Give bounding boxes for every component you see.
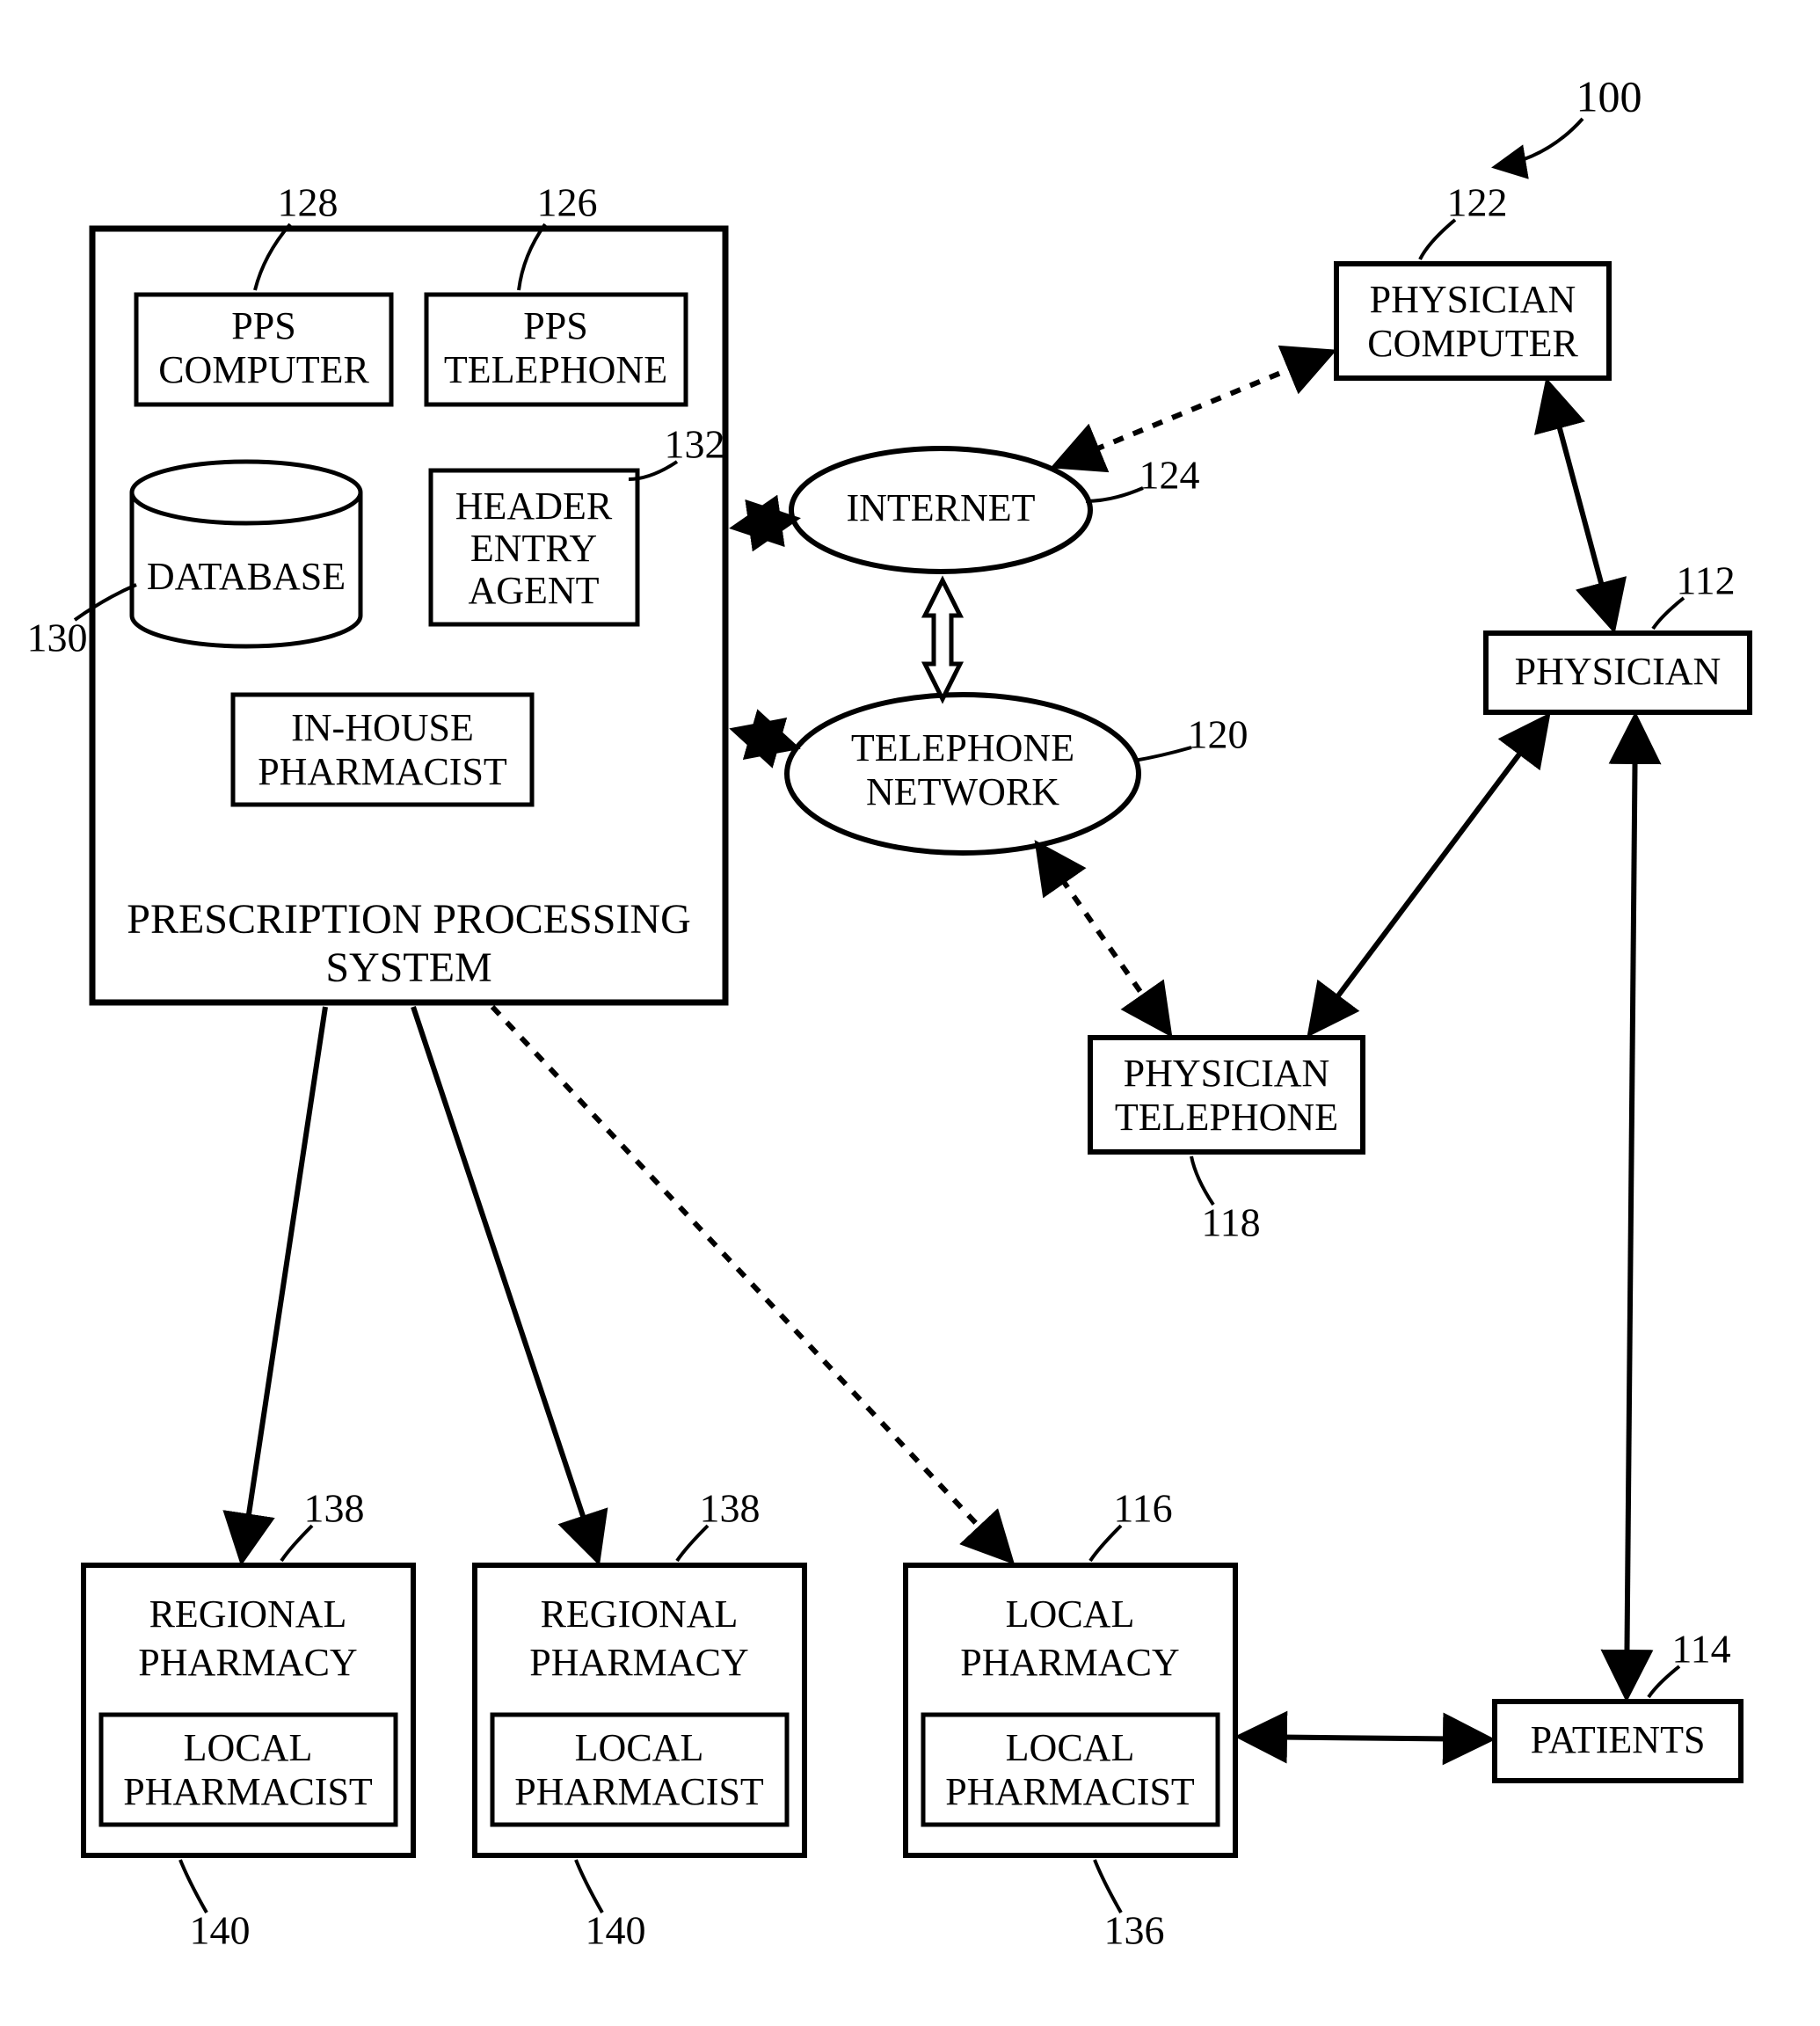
leader-116 — [1090, 1526, 1121, 1561]
ref-124: 124 — [1139, 453, 1200, 498]
ref-132: 132 — [665, 422, 725, 467]
regional-pharmacy-a: REGIONAL PHARMACY LOCAL PHARMACIST — [84, 1565, 413, 1855]
regional-a-pharmacist-l1: LOCAL — [184, 1726, 313, 1769]
pps-title-line2: SYSTEM — [325, 944, 491, 991]
telnet-l2: NETWORK — [866, 770, 1059, 813]
pps-computer-l1: PPS — [231, 304, 295, 347]
ref-100: 100 — [1576, 71, 1642, 120]
leader-118 — [1191, 1156, 1213, 1205]
leader-112 — [1653, 598, 1684, 629]
edge-phystel-physician — [1310, 717, 1547, 1033]
ref-140-a: 140 — [190, 1908, 251, 1953]
ref-138-b: 138 — [700, 1486, 761, 1531]
regional-a-l2: PHARMACY — [138, 1641, 357, 1684]
leader-120 — [1134, 747, 1191, 761]
local-l2: PHARMACY — [960, 1641, 1179, 1684]
database-label: DATABASE — [147, 555, 346, 598]
header-l3: AGENT — [468, 569, 599, 612]
diagram-canvas: PRESCRIPTION PROCESSING SYSTEM PPS COMPU… — [0, 0, 1820, 2026]
database-cylinder: DATABASE — [132, 462, 360, 646]
pps-telephone-l2: TELEPHONE — [444, 348, 667, 391]
edge-localpharm-patients — [1240, 1737, 1490, 1739]
ref-120: 120 — [1188, 712, 1249, 757]
ref-130: 130 — [27, 616, 88, 660]
header-l2: ENTRY — [470, 527, 597, 570]
internet-label: INTERNET — [846, 486, 1035, 529]
ref-118: 118 — [1201, 1200, 1260, 1245]
pps-telephone-l1: PPS — [523, 304, 587, 347]
leader-138-b — [677, 1526, 708, 1561]
physician-telephone-l1: PHYSICIAN — [1124, 1052, 1330, 1095]
edge-internet-physcomp — [1055, 352, 1332, 466]
regional-a-pharmacist-l2: PHARMACIST — [123, 1770, 373, 1813]
telnet-l1: TELEPHONE — [851, 726, 1074, 769]
leader-140-b — [576, 1860, 602, 1913]
local-pharmacist-l1: LOCAL — [1006, 1726, 1135, 1769]
physician-telephone-l2: TELEPHONE — [1115, 1096, 1338, 1139]
ref-116: 116 — [1113, 1486, 1172, 1531]
ref-126: 126 — [537, 180, 598, 225]
leader-100 — [1495, 119, 1583, 167]
local-pharmacist-l2: PHARMACIST — [945, 1770, 1195, 1813]
pps-container: PRESCRIPTION PROCESSING SYSTEM PPS COMPU… — [92, 229, 725, 1002]
regional-b-l1: REGIONAL — [541, 1592, 739, 1636]
leader-138-a — [281, 1526, 312, 1561]
leader-114 — [1649, 1666, 1679, 1697]
local-l1: LOCAL — [1006, 1592, 1135, 1636]
header-l1: HEADER — [455, 485, 613, 528]
edge-internet-telnet — [925, 580, 960, 699]
regional-b-l2: PHARMACY — [529, 1641, 748, 1684]
edge-internet-pps — [734, 519, 796, 528]
physician-computer-l2: COMPUTER — [1367, 322, 1578, 365]
inhouse-l2: PHARMACIST — [258, 750, 507, 793]
edge-physcomp-physician — [1547, 383, 1613, 629]
leader-122 — [1420, 220, 1455, 259]
ref-138-a: 138 — [304, 1486, 365, 1531]
patients-label: PATIENTS — [1531, 1718, 1706, 1761]
edge-telnet-pps — [734, 730, 796, 747]
edge-telnet-phystel — [1037, 844, 1169, 1033]
ref-136: 136 — [1104, 1908, 1165, 1953]
ref-114: 114 — [1671, 1627, 1730, 1672]
physician-label: PHYSICIAN — [1515, 650, 1722, 693]
edge-pps-regional-a — [242, 1007, 325, 1561]
local-pharmacy: LOCAL PHARMACY LOCAL PHARMACIST — [906, 1565, 1235, 1855]
inhouse-l1: IN-HOUSE — [291, 706, 474, 749]
ref-122: 122 — [1447, 180, 1508, 225]
pps-title-line1: PRESCRIPTION PROCESSING — [127, 896, 690, 943]
ref-112: 112 — [1676, 558, 1735, 603]
physician-computer-l1: PHYSICIAN — [1370, 278, 1576, 321]
pps-computer-l2: COMPUTER — [158, 348, 369, 391]
leader-140-a — [180, 1860, 207, 1913]
ref-140-b: 140 — [586, 1908, 646, 1953]
regional-b-pharmacist-l2: PHARMACIST — [514, 1770, 764, 1813]
regional-pharmacy-b: REGIONAL PHARMACY LOCAL PHARMACIST — [475, 1565, 804, 1855]
regional-a-l1: REGIONAL — [149, 1592, 347, 1636]
leader-136 — [1095, 1860, 1121, 1913]
ref-128: 128 — [278, 180, 339, 225]
regional-b-pharmacist-l1: LOCAL — [575, 1726, 704, 1769]
leader-124 — [1086, 488, 1143, 501]
edge-physician-patients — [1627, 717, 1635, 1697]
